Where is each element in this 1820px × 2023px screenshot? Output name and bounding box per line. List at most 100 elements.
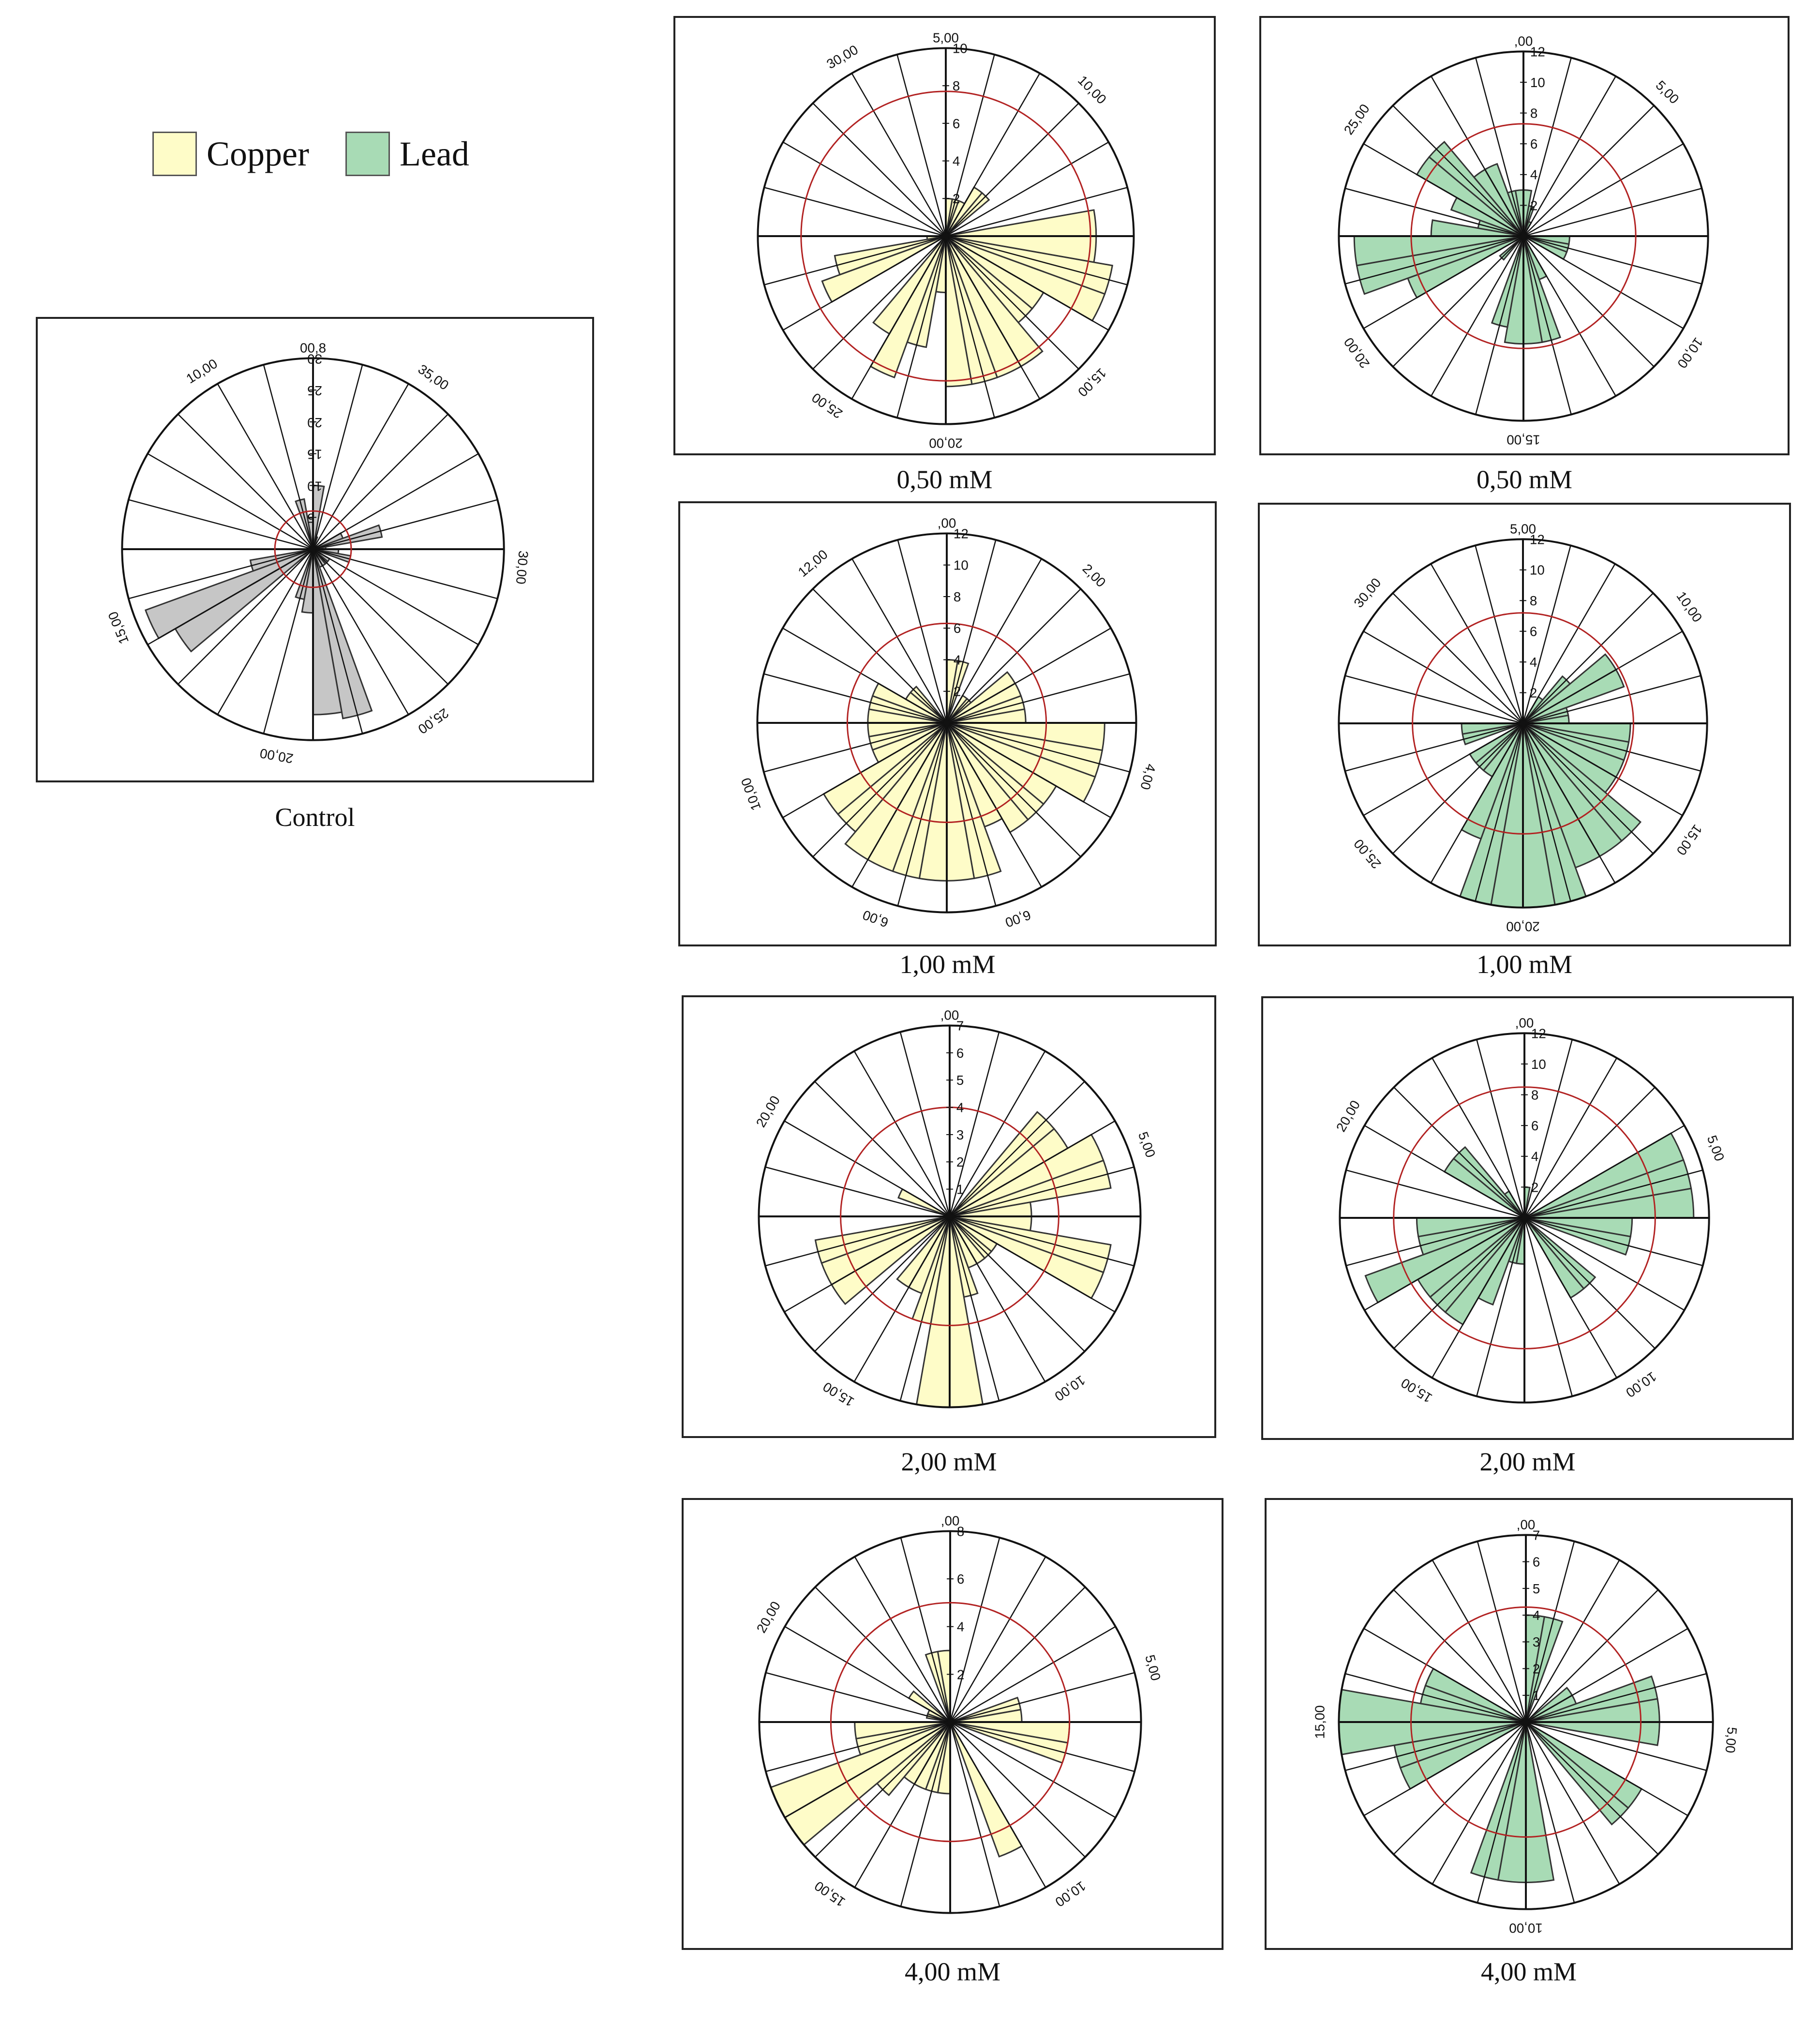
rose-spoke — [851, 558, 948, 723]
rose-spoke — [1523, 143, 1684, 237]
rose-spoke — [900, 1722, 951, 1907]
rose-center-dot — [1522, 1215, 1528, 1221]
rose-spoke — [312, 383, 409, 550]
rose-tick-label: 7 — [1533, 1528, 1540, 1543]
legend-swatch-copper — [152, 132, 197, 176]
rose-spoke — [812, 103, 946, 237]
rose-spoke — [946, 722, 1081, 857]
rose-spoke — [946, 722, 997, 906]
rose-panel-copper-200: 1 2 3 4 5 6 7,00 5,00 10,00 15,00 20,00 — [682, 995, 1216, 1438]
rose-spoke — [312, 549, 363, 734]
rose-tick-label: 1 — [956, 1182, 964, 1197]
rose-direction-label: 20,00 — [1506, 919, 1539, 934]
legend: Copper Lead — [152, 132, 506, 176]
rose-spoke — [1523, 1039, 1573, 1218]
rose-spoke — [1345, 188, 1524, 237]
rose-spoke — [949, 1215, 1116, 1313]
rose-spoke — [900, 1537, 951, 1723]
rose-spoke — [263, 549, 314, 734]
rose-tick-label: 10 — [954, 558, 969, 573]
rose-spoke — [1525, 1721, 1707, 1771]
rose-spoke — [949, 1032, 1000, 1217]
rose-spoke — [1477, 1722, 1527, 1903]
rose-chart-lead-400: 1 2 3 4 5 6 7,00 5,00 10,00 15,00 — [1313, 1517, 1740, 1935]
rose-direction-label: 10,00 — [183, 356, 220, 387]
rose-spoke — [1522, 236, 1572, 415]
rose-direction-label: 20,00 — [1341, 335, 1372, 371]
rose-spoke — [950, 1722, 1086, 1858]
rose-spoke — [1525, 1559, 1620, 1723]
caption-lead-200: 2,00 mM — [1479, 1447, 1576, 1476]
rose-spoke — [1525, 1628, 1688, 1723]
rose-center-dot — [1523, 1719, 1529, 1725]
rose-spoke — [1522, 723, 1654, 854]
rose-direction-label: 10,00 — [1075, 73, 1109, 107]
rose-center-dot — [1520, 720, 1526, 726]
rose-spoke — [1475, 545, 1524, 724]
rose-chart-lead-200: 2 4 6 8 10 12,00 5,00 10,00 15,00 20,00 — [1333, 1015, 1728, 1406]
legend-label-copper: Copper — [207, 134, 309, 173]
rose-spoke — [1393, 1589, 1526, 1723]
rose-spoke — [1523, 236, 1655, 367]
rose-tick-label: 30 — [307, 351, 322, 366]
rose-tick-label: 6 — [1530, 624, 1537, 639]
rose-tick-label: 12 — [1530, 44, 1545, 59]
rose-spoke — [851, 236, 947, 400]
rose-spoke — [1523, 235, 1702, 285]
rose-spoke — [812, 722, 947, 857]
rose-spoke — [1392, 236, 1524, 367]
legend-item-copper: Copper — [152, 132, 309, 176]
rose-direction-label: 10,00 — [1673, 589, 1705, 625]
rose-tick-label: 10 — [1531, 1057, 1546, 1072]
rose-tick-label: 7 — [956, 1018, 964, 1033]
rose-center-dot — [1521, 233, 1526, 239]
rose-tick-label: 2 — [957, 1667, 964, 1682]
rose-tick-label: 4 — [1533, 1608, 1540, 1623]
rose-spoke — [949, 1556, 1046, 1723]
rose-tick-label: 4 — [954, 652, 961, 667]
rose-direction-label: 25,00 — [1351, 836, 1384, 871]
rose-tick-label: 6 — [956, 1046, 964, 1061]
rose-spoke — [782, 628, 947, 724]
rose-spoke — [1522, 593, 1654, 724]
rose-direction-label: 10,00 — [1053, 1878, 1089, 1910]
rose-spoke — [946, 588, 1081, 723]
rose-spoke — [1523, 1217, 1617, 1379]
caption-copper-400: 4,00 mM — [904, 1957, 1001, 1986]
rose-tick-label: 10 — [307, 479, 322, 494]
rose-direction-label: 15,00 — [1673, 822, 1705, 858]
rose-mean-circle — [274, 510, 352, 588]
rose-tick-label: 25 — [307, 383, 322, 398]
rose-start-label: ,00 — [941, 1514, 960, 1528]
rose-direction-label: 5,00 — [1704, 1133, 1728, 1163]
rose-spoke — [178, 414, 313, 550]
rose-spoke — [1430, 723, 1524, 884]
rose-spoke — [949, 1216, 1046, 1382]
rose-spoke — [1475, 236, 1524, 415]
rose-spoke — [217, 549, 314, 715]
rose-spoke — [1363, 630, 1523, 724]
rose-spoke — [950, 1672, 1135, 1723]
rose-direction-label: 15,00 — [820, 1379, 856, 1409]
rose-spoke — [313, 549, 448, 685]
rose-tick-label: 6 — [954, 621, 961, 636]
rose-tick-label: 5 — [956, 1073, 964, 1088]
rose-center-dot — [310, 546, 316, 552]
rose-spoke — [1475, 58, 1524, 237]
rose-spoke — [764, 235, 946, 285]
rose-direction-label: 30,00 — [1351, 575, 1384, 611]
rose-spoke — [1523, 1057, 1617, 1218]
rose-direction-label: 10,00 — [1623, 1369, 1659, 1400]
rose-tick-label: 2 — [1533, 1661, 1540, 1676]
rose-spoke — [1393, 1217, 1525, 1349]
rose-spoke — [1430, 563, 1524, 724]
rose-direction-label: 5,00 — [1653, 77, 1682, 106]
rose-chart-copper-100: 2 4 6 8 10 12,00 2,00 4,00 6,00 6,00 10,00 12,00 — [738, 516, 1159, 930]
rose-spoke — [812, 236, 946, 370]
rose-tick-label: 6 — [1530, 136, 1537, 151]
rose-spoke — [1363, 143, 1524, 237]
rose-tick-label: 2 — [1530, 198, 1537, 213]
rose-direction-label: 6,00 — [861, 907, 890, 930]
rose-spoke — [1392, 593, 1523, 724]
rose-tick-label: 10 — [953, 41, 968, 56]
